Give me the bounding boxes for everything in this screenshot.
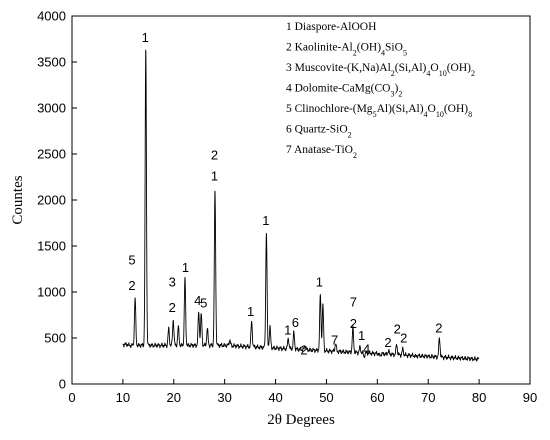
peak-label: 6 xyxy=(292,315,299,330)
legend-entry: 5 Clinochlore-(Mg5Al)(Si,Al)4O10(OH)8 xyxy=(286,103,472,119)
x-tick-label: 10 xyxy=(116,390,130,405)
peak-label: 1 xyxy=(316,274,323,289)
peak-label: 5 xyxy=(200,296,207,311)
y-axis-label: Countes xyxy=(10,175,26,224)
peak-label: 4 xyxy=(363,342,370,357)
x-tick-label: 0 xyxy=(68,390,75,405)
peak-label: 1 xyxy=(142,30,149,45)
legend: 1 Diaspore-AlOOH 2 Kaolinite-Al2(OH)4SiO5… xyxy=(286,21,475,160)
peak-label: 1 xyxy=(262,213,269,228)
x-axis-label: 2θ Degrees xyxy=(267,412,335,428)
peak-label: 7 xyxy=(350,295,357,310)
peak-label: 5 xyxy=(128,252,135,267)
y-tick-label: 500 xyxy=(44,331,66,346)
peak-label: 7 xyxy=(331,332,338,347)
peak-label: 2 xyxy=(384,335,391,350)
y-tick-label: 2500 xyxy=(37,147,66,162)
peak-label: 1 xyxy=(211,169,218,184)
x-tick-label: 20 xyxy=(167,390,181,405)
x-tick-label: 50 xyxy=(319,390,333,405)
y-tick-label: 3000 xyxy=(37,101,66,116)
x-tick-label: 40 xyxy=(268,390,282,405)
diffraction-pattern-line xyxy=(122,49,480,362)
x-tick-label: 80 xyxy=(472,390,486,405)
peak-label: 2 xyxy=(169,300,176,315)
peak-label: 1 xyxy=(284,322,291,337)
peak-label: 2 xyxy=(400,331,407,346)
x-tick-label: 90 xyxy=(523,390,537,405)
legend-entry: 3 Muscovite-(K,Na)Al2(Si,Al)4O10(OH)2 xyxy=(286,62,475,78)
legend-entry: 6 Quartz-SiO2 xyxy=(286,124,352,140)
y-tick-label: 1500 xyxy=(37,239,66,254)
peak-label: 2 xyxy=(350,316,357,331)
y-tick-label: 3500 xyxy=(37,55,66,70)
x-tick-label: 70 xyxy=(421,390,435,405)
y-tick-label: 1000 xyxy=(37,285,66,300)
peak-label: 1 xyxy=(247,304,254,319)
x-tick-label: 30 xyxy=(217,390,231,405)
legend-entry: 4 Dolomite-CaMg(CO3)2 xyxy=(286,83,402,99)
peak-label: 2 xyxy=(211,148,218,163)
peak-label: 2 xyxy=(435,320,442,335)
legend-entry: 1 Diaspore-AlOOH xyxy=(286,21,376,33)
y-tick-label: 0 xyxy=(59,377,66,392)
peak-label: 2 xyxy=(128,278,135,293)
peak-label: 1 xyxy=(182,260,189,275)
legend-entry: 7 Anatase-TiO2 xyxy=(286,144,357,160)
y-tick-label: 4000 xyxy=(37,9,66,24)
peak-label: 1 xyxy=(358,328,365,343)
y-tick-label: 2000 xyxy=(37,193,66,208)
legend-entry: 2 Kaolinite-Al2(OH)4SiO5 xyxy=(286,42,407,58)
axis-ticks: 0 10 20 30 40 50 60 70 80 90 0 500 1000 1500 2000 2500 3… xyxy=(37,9,537,406)
peak-label: 2 xyxy=(394,321,401,336)
peak-label: 2 xyxy=(300,343,307,358)
peak-label: 3 xyxy=(169,274,176,289)
peak-label: 4 xyxy=(194,293,201,308)
x-tick-label: 60 xyxy=(370,390,384,405)
